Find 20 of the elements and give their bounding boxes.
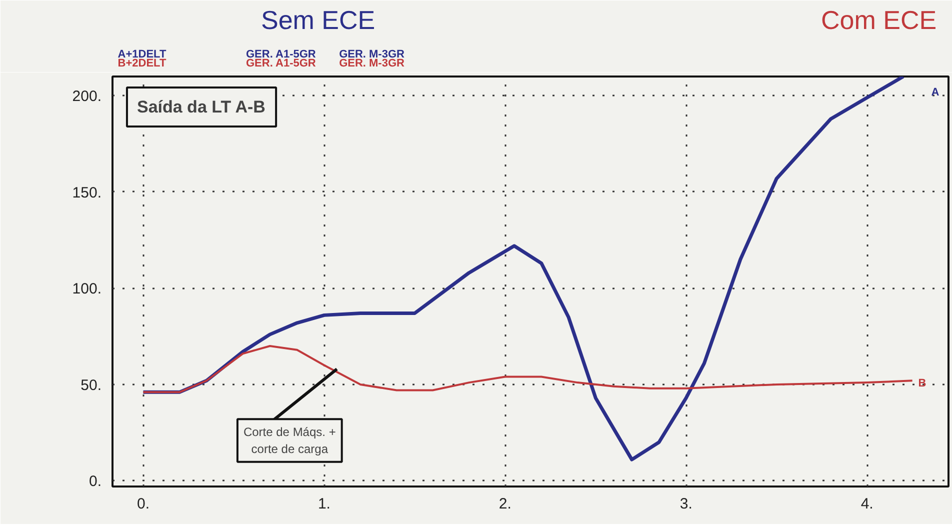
annotation: Corte de Máqs. + corte de carga <box>243 425 336 456</box>
x-tick-label: 3. <box>680 496 692 512</box>
line-series <box>142 344 914 394</box>
x-tick-label: 2. <box>498 496 512 512</box>
y-tick-label: 0. <box>88 473 102 490</box>
x-tick-label: 4. <box>860 496 874 512</box>
text: Saída da LT A-B <box>136 98 266 117</box>
text: Sem ECE <box>261 5 376 36</box>
y-tick-label: 100. <box>72 280 102 298</box>
text: GER. A1-5GR <box>246 58 316 70</box>
text: B+2DELT <box>118 58 166 70</box>
y-tick-label: 200. <box>72 88 102 106</box>
annotation: B <box>918 378 926 390</box>
y-tick-label: 150. <box>72 184 102 202</box>
text: Com ECE <box>821 5 937 36</box>
annotation: A <box>931 86 940 98</box>
x-tick-label: 0. <box>137 496 150 512</box>
text: GER. M-3GR <box>339 58 405 70</box>
y-tick-label: 50. <box>80 376 102 394</box>
x-tick-label: 1. <box>318 496 330 512</box>
